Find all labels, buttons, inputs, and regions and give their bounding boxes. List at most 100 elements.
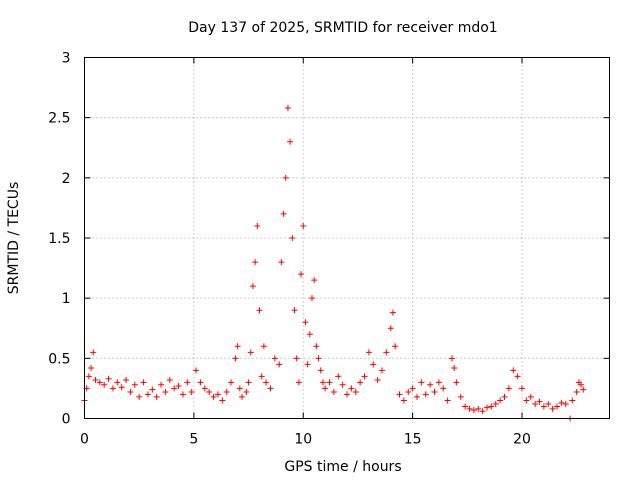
x-tick-label: 5 (189, 432, 198, 448)
data-point (580, 386, 587, 393)
data-point (562, 401, 569, 408)
plot-frame (84, 57, 610, 419)
data-point (313, 343, 320, 350)
data-point (304, 361, 311, 368)
data-point (127, 389, 134, 396)
data-point (258, 373, 265, 380)
data-point (392, 343, 399, 350)
data-point (370, 361, 377, 368)
data-point (101, 381, 108, 388)
data-point (322, 385, 329, 392)
data-point (287, 138, 294, 145)
data-point (335, 373, 342, 380)
data-point (396, 391, 403, 398)
x-tick-label: 0 (80, 432, 89, 448)
data-point (239, 393, 245, 400)
data-point (405, 389, 412, 396)
data-point (136, 393, 143, 400)
data-point (501, 393, 508, 400)
data-point (144, 391, 151, 398)
chart-title: Day 137 of 2025, SRMTID for receiver mdo… (188, 20, 497, 36)
data-point (361, 373, 368, 380)
data-point (475, 405, 482, 412)
y-tick-label: 3 (62, 51, 71, 67)
data-point (330, 389, 337, 396)
data-point (554, 403, 560, 410)
data-point (232, 355, 239, 362)
data-point (223, 389, 230, 396)
data-point (219, 397, 226, 404)
data-point (427, 381, 434, 388)
data-point (348, 385, 355, 392)
data-point (140, 379, 147, 386)
data-point (466, 405, 473, 412)
data-point (171, 385, 178, 392)
data-point (319, 379, 326, 386)
data-point (540, 403, 547, 410)
data-point (149, 386, 156, 393)
data-point (175, 383, 182, 390)
data-point (260, 343, 267, 350)
data-point (309, 295, 315, 302)
data-point (457, 393, 464, 400)
data-point (549, 405, 556, 412)
data-point (302, 319, 309, 326)
data-point (267, 385, 274, 392)
data-point (243, 389, 250, 396)
data-point (569, 397, 576, 404)
data-point (339, 381, 346, 388)
y-axis-label: SRMTID / TECUs (6, 182, 22, 295)
data-point (276, 361, 283, 368)
data-point (379, 367, 385, 374)
data-point (193, 367, 200, 374)
data-point (573, 389, 580, 396)
data-point (188, 389, 195, 396)
data-point (400, 397, 407, 404)
y-tick-label: 2.5 (48, 111, 70, 127)
data-point (357, 379, 364, 386)
y-tick-label: 0 (62, 412, 71, 428)
x-tick-label: 10 (294, 432, 312, 448)
data-point (228, 379, 235, 386)
data-point (245, 379, 252, 386)
data-point (317, 367, 324, 374)
x-axis-label: GPS time / hours (284, 459, 401, 475)
data-point (282, 174, 289, 181)
data-point (449, 355, 455, 362)
data-point (497, 397, 504, 404)
data-point (326, 379, 333, 386)
data-point (374, 376, 381, 383)
data-point (440, 385, 447, 392)
data-point (300, 222, 307, 229)
data-point (306, 331, 313, 338)
data-point (344, 391, 350, 398)
data-point (298, 271, 305, 278)
data-point (315, 355, 322, 362)
data-point (85, 373, 92, 380)
data-point (545, 401, 552, 408)
data-point (105, 375, 112, 382)
data-point (479, 408, 486, 415)
data-point (383, 349, 390, 356)
data-point (271, 355, 278, 362)
data-points (81, 105, 587, 422)
data-point (514, 373, 521, 380)
data-point (234, 343, 241, 350)
data-point (578, 381, 585, 388)
data-point (96, 379, 103, 386)
data-point (153, 393, 160, 400)
data-point (184, 379, 191, 386)
data-point (162, 389, 169, 396)
data-point (492, 401, 499, 408)
y-tick-label: 0.5 (48, 351, 70, 367)
data-point (92, 376, 99, 383)
data-point (278, 259, 285, 266)
data-point (252, 259, 259, 266)
data-point (114, 379, 121, 386)
data-point (519, 385, 525, 392)
data-point (280, 210, 287, 217)
x-tick-label: 15 (404, 432, 422, 448)
data-point (201, 385, 208, 392)
data-point (214, 391, 221, 398)
